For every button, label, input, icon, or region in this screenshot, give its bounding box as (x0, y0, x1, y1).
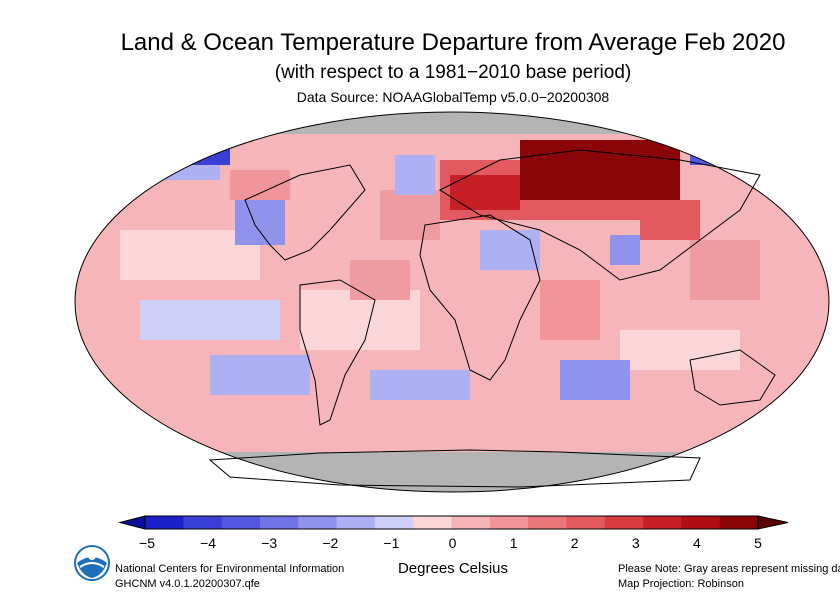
map-subtitle: (with respect to a 1981−2010 base period… (274, 62, 632, 83)
legend-tick-label: −1 (383, 535, 400, 551)
greenland-cool (395, 155, 435, 195)
west-pacific-warm (690, 240, 760, 300)
legend-color-step (604, 516, 644, 529)
north-atlantic-warm (380, 190, 440, 240)
east-pacific-cool (140, 300, 280, 340)
legend-color-step (221, 516, 261, 529)
legend-color-step (259, 516, 299, 529)
legend-color-step (451, 516, 491, 529)
north-africa-cool (480, 230, 540, 270)
legend-color-step (413, 516, 452, 529)
east-asia-warm (640, 200, 700, 240)
pacific-coast-cool (235, 195, 285, 245)
south-indian-cool (560, 360, 630, 400)
noaa-logo (74, 545, 110, 581)
africa-outline (419, 214, 541, 381)
legend-color-step (374, 516, 414, 529)
legend-arrow-warm (757, 515, 789, 530)
south-pacific-cool (210, 355, 310, 395)
tibet-cool (610, 235, 640, 265)
australia-outline (689, 349, 776, 406)
legend-color-step (528, 516, 567, 529)
south-atlantic-cool (370, 370, 470, 400)
arabian-sea-warm (540, 280, 600, 340)
missing-data-note: Please Note: Gray areas represent missin… (618, 563, 840, 575)
globe-outline (74, 111, 830, 493)
legend-color-step (145, 516, 184, 529)
scandinavia-warm (450, 175, 520, 210)
org-name: National Centers for Environmental Infor… (115, 563, 345, 575)
legend-tick-label: −3 (261, 535, 278, 551)
legend-tick-label: 5 (754, 535, 762, 551)
legend-color-step (643, 516, 682, 529)
legend-tick-label: −2 (322, 535, 339, 551)
legend-bar-outline (144, 515, 759, 530)
legend-color-step (298, 516, 338, 529)
legend-tick-label: 3 (631, 535, 640, 551)
color-scale-bar (118, 515, 789, 530)
legend-tick-label: 0 (448, 535, 457, 551)
coastlines (208, 149, 776, 488)
anomaly-field (75, 112, 829, 492)
russia-very-warm (520, 140, 680, 200)
legend-tick-label: −4 (200, 535, 217, 551)
legend-color-step (183, 516, 223, 529)
legend-color-step (336, 516, 376, 529)
legend-color-step (489, 516, 529, 529)
legend-tick-label: 1 (509, 535, 518, 551)
indian-mild-patch (620, 330, 740, 370)
legend-tick-label: 4 (692, 535, 701, 551)
legend-color-step (681, 516, 721, 529)
legend-tick-label: 2 (570, 535, 579, 551)
east-canada-warm (230, 170, 290, 200)
legend-color-step (719, 516, 759, 529)
legend-color-step (566, 516, 606, 529)
south-america-outline (299, 279, 376, 426)
data-source: Data Source: NOAAGlobalTemp v5.0.0−20200… (296, 89, 610, 105)
projection-note: Map Projection: Robinson (618, 578, 744, 590)
legend-arrow-cold (118, 515, 146, 530)
map-title: Land & Ocean Temperature Departure from … (120, 29, 786, 56)
antarctica-outline (208, 449, 701, 488)
legend-tick-label: −5 (139, 535, 155, 551)
dataset-version: GHCNM v4.0.1.20200307.qfe (115, 578, 260, 590)
north-america-outline (244, 164, 366, 261)
tropical-atlantic-warm (350, 260, 410, 300)
legend-title: Degrees Celsius (397, 560, 509, 577)
eurasia-outline (438, 149, 761, 281)
